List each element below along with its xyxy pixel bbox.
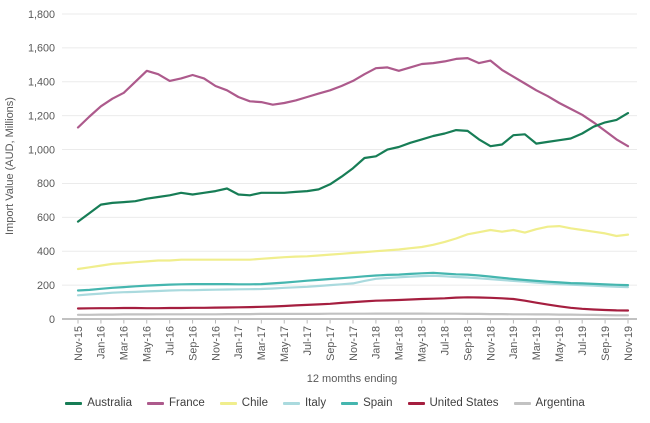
- series-line-italy: [76, 274, 630, 297]
- x-tick-label: Mar-16: [119, 326, 131, 360]
- x-tick-label: Jan-18: [371, 326, 383, 359]
- legend-item-australia: Australia: [65, 397, 132, 409]
- x-tick-label: Sep-19: [600, 326, 612, 361]
- x-tick-label: Jul-17: [302, 326, 314, 355]
- x-tick-label: Sep-16: [187, 326, 199, 361]
- x-tick-label: Nov-18: [485, 326, 497, 361]
- legend-item-italy: Italy: [282, 397, 327, 409]
- legend-label: Spain: [363, 397, 393, 409]
- y-tick-label: 1,600: [28, 43, 55, 55]
- legend-item-spain: Spain: [341, 397, 393, 409]
- y-tick-label: 200: [37, 280, 55, 292]
- legend-label: United States: [429, 397, 499, 409]
- x-tick-label: Nov-19: [623, 326, 635, 361]
- x-tick-label: Jul-16: [164, 326, 176, 355]
- legend: Australia France Chile Italy Spain United Sta…: [0, 397, 650, 409]
- series-line-spain: [76, 271, 630, 292]
- x-tick-label: Mar-19: [531, 326, 543, 360]
- x-tick-label: Mar-17: [256, 326, 268, 360]
- legend-item-united-states: United States: [407, 397, 499, 409]
- legend-label: Argentina: [535, 397, 585, 409]
- x-tick-label: Nov-16: [210, 326, 222, 361]
- x-tick-label: Jan-17: [233, 326, 245, 359]
- y-tick-label: 800: [37, 178, 55, 190]
- x-tick-label: Jul-19: [577, 326, 589, 355]
- legend-swatch-chile: [219, 401, 237, 405]
- x-tick-label: May-16: [142, 326, 154, 362]
- x-axis-title: 12 momths ending: [306, 373, 398, 385]
- series-line-australia: [76, 111, 630, 223]
- series-line-argentina: [76, 312, 630, 317]
- legend-swatch-italy: [282, 401, 300, 405]
- x-tick-label: Jan-16: [96, 326, 108, 359]
- x-tick-label: Mar-18: [394, 326, 406, 360]
- x-tick-label: Jul-18: [439, 326, 451, 355]
- legend-item-argentina: Argentina: [513, 397, 585, 409]
- legend-label: Italy: [304, 397, 327, 409]
- y-tick-label: 1,200: [28, 110, 55, 122]
- y-tick-label: 1,000: [28, 144, 55, 156]
- legend-label: France: [168, 397, 205, 409]
- x-tick-label: Jan-19: [508, 326, 520, 359]
- x-tick-label: Sep-18: [462, 326, 474, 361]
- x-tick-label: Nov-15: [73, 326, 85, 361]
- y-axis-title: Import Value (AUD, Millions): [4, 97, 16, 235]
- legend-item-france: France: [146, 397, 205, 409]
- series-line-france: [76, 56, 630, 148]
- legend-label: Chile: [241, 397, 268, 409]
- x-tick-label: Nov-17: [348, 326, 360, 361]
- series-line-united-states: [76, 296, 630, 312]
- x-tick-label: May-18: [417, 326, 429, 362]
- legend-swatch-argentina: [513, 401, 531, 405]
- legend-item-chile: Chile: [219, 397, 268, 409]
- series-line-chile: [76, 225, 630, 271]
- legend-swatch-spain: [341, 401, 359, 405]
- legend-swatch-united-states: [407, 401, 425, 405]
- y-tick-label: 1,800: [28, 9, 55, 21]
- y-tick-label: 0: [49, 314, 55, 326]
- y-tick-label: 400: [37, 246, 55, 258]
- x-tick-label: May-19: [554, 326, 566, 362]
- legend-swatch-australia: [65, 401, 83, 405]
- x-tick-label: May-17: [279, 326, 291, 362]
- x-tick-label: Sep-17: [325, 326, 337, 361]
- y-tick-label: 1,400: [28, 77, 55, 89]
- legend-label: Australia: [87, 397, 132, 409]
- y-tick-label: 600: [37, 212, 55, 224]
- legend-swatch-france: [146, 401, 164, 405]
